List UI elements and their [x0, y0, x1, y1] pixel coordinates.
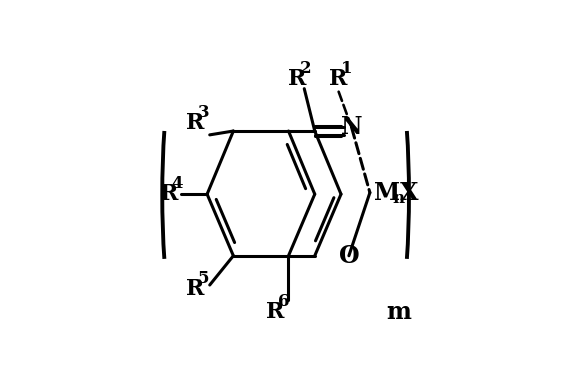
Text: R: R [186, 112, 204, 134]
Text: 5: 5 [198, 270, 209, 287]
Text: m: m [387, 300, 411, 324]
Text: R: R [288, 68, 307, 90]
Text: 2: 2 [300, 60, 311, 77]
Text: R: R [160, 183, 178, 205]
Text: N: N [341, 115, 362, 139]
Text: 4: 4 [171, 175, 183, 192]
Text: n: n [392, 190, 404, 207]
Text: MX: MX [374, 181, 419, 205]
Text: O: O [338, 244, 359, 268]
Text: 1: 1 [341, 60, 353, 77]
Text: R: R [186, 278, 204, 300]
Text: 3: 3 [198, 105, 209, 122]
Text: R: R [266, 301, 285, 323]
Text: R: R [329, 68, 348, 90]
Text: 6: 6 [278, 293, 289, 310]
